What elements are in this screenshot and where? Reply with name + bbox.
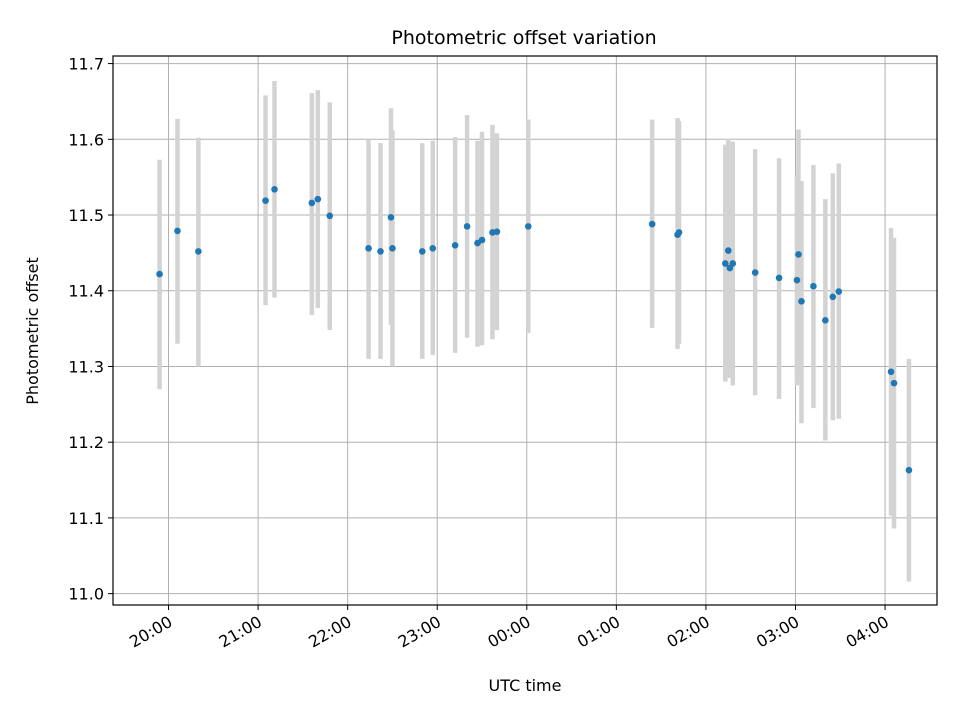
data-point — [451, 242, 459, 249]
data-point — [905, 466, 913, 474]
data-point — [429, 245, 437, 252]
y-tick-label: 11.3 — [68, 357, 104, 376]
data-point — [308, 199, 316, 207]
data-point — [795, 251, 802, 258]
data-point — [478, 236, 486, 244]
data-point — [271, 185, 278, 193]
y-tick-label: 11.6 — [68, 130, 104, 149]
data-point — [725, 247, 732, 254]
plot-frame — [112, 55, 938, 606]
data-point — [156, 270, 163, 278]
y-axis: 11.0 11.1 11.2 11.3 11.4 11.5 11.6 11.7 — [68, 55, 113, 604]
data-point — [751, 269, 759, 276]
y-tick-label: 11.2 — [68, 433, 104, 452]
data-points — [156, 185, 913, 474]
y-tick-label: 11.1 — [68, 509, 104, 528]
data-point — [722, 260, 729, 267]
data-point — [648, 220, 656, 228]
data-point — [463, 223, 471, 230]
data-point — [793, 276, 801, 284]
data-point — [326, 212, 334, 220]
y-tick-label: 11.7 — [68, 55, 104, 74]
data-point — [887, 368, 895, 376]
data-point — [387, 213, 395, 221]
chart-title: Photometric offset variation — [391, 27, 656, 49]
data-point — [174, 227, 181, 235]
data-point — [418, 248, 426, 255]
y-tick-label: 11.5 — [68, 206, 104, 225]
data-point — [890, 379, 898, 387]
data-point — [262, 197, 269, 204]
y-tick-label: 11.0 — [68, 585, 104, 604]
y-axis-label: Photometric offset — [23, 257, 42, 405]
data-point — [377, 248, 384, 255]
data-point — [775, 274, 783, 282]
data-point — [729, 260, 737, 267]
data-point — [524, 223, 532, 230]
data-point — [810, 282, 817, 290]
data-point — [195, 248, 202, 255]
data-point — [835, 288, 843, 295]
data-point — [798, 298, 805, 305]
data-point — [493, 228, 501, 235]
data-point — [675, 229, 683, 236]
y-tick-label: 11.4 — [68, 282, 104, 301]
data-point — [389, 245, 396, 252]
data-point — [365, 245, 372, 252]
x-axis-label: UTC time — [489, 676, 562, 695]
data-point — [314, 195, 322, 203]
data-point — [829, 293, 837, 301]
data-point — [822, 316, 829, 324]
